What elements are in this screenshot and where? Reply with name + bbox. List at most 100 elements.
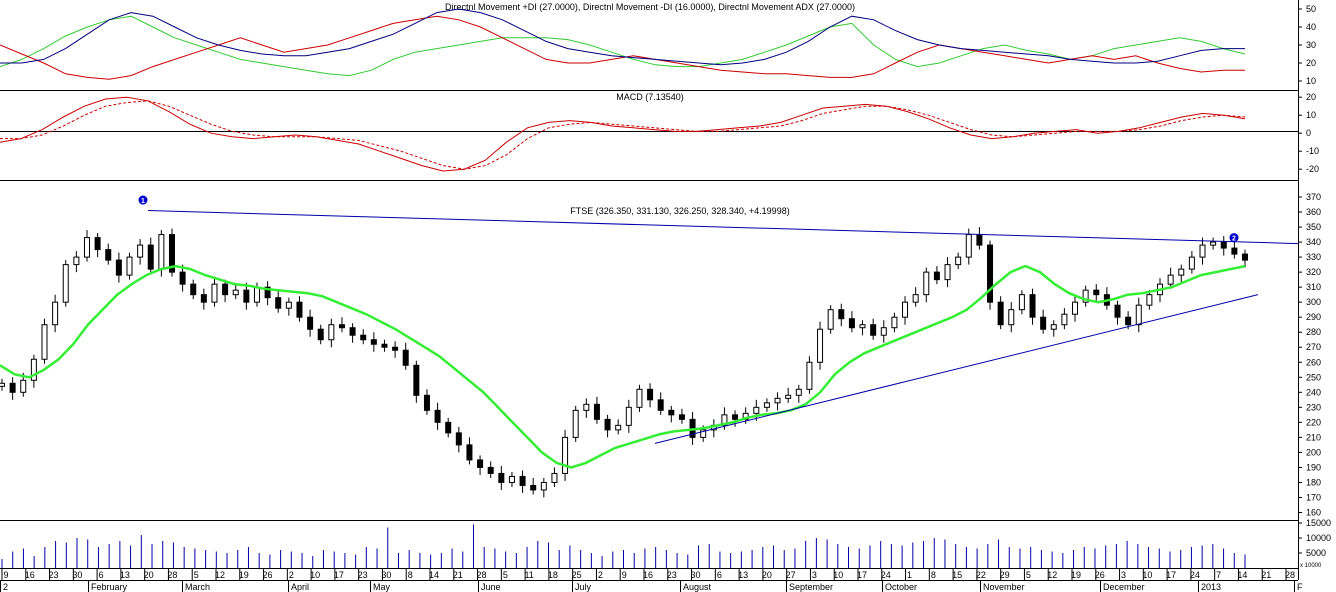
x-day-label: 16 [25, 570, 35, 580]
x-month-label: September [789, 582, 833, 592]
x-day-label: 9 [622, 570, 627, 580]
candle [763, 398, 770, 412]
price-tick-label: 260 [1306, 357, 1321, 367]
candle-body [285, 301, 292, 309]
candle [285, 297, 292, 316]
candle [817, 321, 824, 370]
candle-body [551, 472, 558, 483]
candle-body [795, 388, 802, 396]
candle-body [987, 244, 994, 303]
candle-body [455, 432, 462, 446]
candle-body [880, 327, 887, 336]
annotation-marker [1229, 233, 1239, 243]
x-day-label: 17 [334, 570, 344, 580]
candle-body [933, 271, 940, 281]
candle-body [264, 286, 271, 299]
candle-body [211, 283, 218, 303]
candle [1040, 309, 1047, 334]
candle [1093, 284, 1100, 303]
candle [1220, 236, 1227, 256]
candle-body [1199, 244, 1206, 258]
candle [1008, 302, 1015, 333]
x-day-label: 3 [812, 570, 817, 580]
candle [657, 392, 664, 415]
candle [1061, 308, 1068, 330]
candle [530, 477, 537, 495]
candle [434, 402, 441, 430]
candle [1072, 294, 1079, 322]
price-tick-label: 200 [1306, 447, 1321, 457]
candle [466, 437, 473, 465]
candle [997, 296, 1004, 330]
candle-body [891, 316, 898, 329]
x-day-label: 28 [477, 570, 487, 580]
candle-body [997, 301, 1004, 326]
candle [52, 294, 59, 333]
candle [275, 290, 282, 313]
x-day-label: 6 [99, 570, 104, 580]
x-day-label: 28 [1285, 570, 1295, 580]
candle [1146, 290, 1153, 310]
candle-body [1082, 289, 1089, 303]
candle [944, 257, 951, 288]
x-day-label: 11 [524, 570, 533, 580]
macd-series-1 [0, 100, 1246, 170]
candle [902, 296, 909, 325]
candle-body [902, 301, 909, 318]
candle [9, 377, 16, 400]
candle [360, 329, 367, 345]
candle-body [1146, 294, 1153, 306]
candle [200, 288, 207, 310]
candle-body [370, 339, 377, 345]
candle [83, 230, 90, 262]
dmi-series-0 [0, 15, 1246, 77]
x-day-label: 6 [717, 570, 722, 580]
candle-body [413, 364, 420, 396]
price-tick-label: 220 [1306, 417, 1321, 427]
candle [1018, 290, 1025, 315]
price-tick-label: 300 [1306, 297, 1321, 307]
candle-body [222, 283, 229, 296]
candle-body [859, 324, 866, 329]
x-day-label: 24 [881, 570, 891, 580]
candle [519, 470, 526, 493]
candle [73, 251, 80, 273]
candle [636, 384, 643, 412]
x-day-label: 5 [194, 570, 199, 580]
candle-body [1220, 241, 1227, 249]
candle [647, 383, 654, 408]
candle-body [62, 264, 69, 303]
candle [147, 237, 154, 274]
x-day-label: 10 [1142, 570, 1152, 580]
volume-tick-label: 15000 [1306, 518, 1331, 528]
x-day-label: 8 [408, 570, 413, 580]
x-day-label: 17 [857, 570, 867, 580]
x-day-label: 21 [453, 570, 463, 580]
candle [625, 399, 632, 433]
candle-body [317, 328, 324, 341]
x-day-label: 7 [1216, 570, 1221, 580]
candle [593, 396, 600, 424]
candle-body [838, 309, 845, 320]
candle [307, 309, 314, 337]
candle-body [498, 472, 505, 483]
x-day-label: 13 [738, 570, 748, 580]
x-month-label: August [683, 582, 712, 592]
candle-body [870, 324, 877, 336]
price-tick-label: 350 [1306, 222, 1321, 232]
x-day-label: 23 [667, 570, 677, 580]
x-day-label: 12 [215, 570, 225, 580]
candle-body [200, 294, 207, 303]
macd-tick-label: -10 [1306, 146, 1319, 156]
candle-body [0, 382, 5, 387]
candle-body [402, 349, 409, 366]
candle-body [668, 409, 675, 416]
price-tick-label: 370 [1306, 192, 1321, 202]
price-tick-label: 320 [1306, 267, 1321, 277]
price-tick-label: 180 [1306, 477, 1321, 487]
candle [338, 317, 345, 333]
candle-body [700, 429, 707, 438]
x-day-label: 19 [1071, 570, 1081, 580]
candle [487, 461, 494, 478]
